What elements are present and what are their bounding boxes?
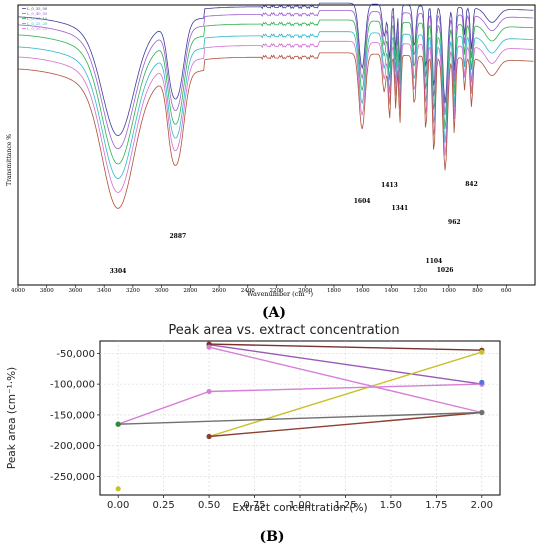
ftir-curves (18, 2, 534, 209)
ftir-x-axis-label: Wavenumber (cm⁻¹) (247, 290, 314, 298)
ftir-y-axis-label: Transmittance % (6, 134, 13, 186)
ftir-plot-frame (17, 4, 536, 286)
ftir-spectrum-line (18, 52, 534, 209)
ftir-x-tick-label: 800 (472, 288, 483, 294)
ftir-peak-label: 842 (465, 181, 478, 188)
peak-series-line (209, 343, 482, 351)
peak-x-tick-label: 1.50 (380, 500, 402, 511)
ftir-legend-entry: L_0_30_25 (27, 26, 48, 31)
ftir-peak-labels: 3304 2887 1604 1413 1341 1104 1026 962 842 (110, 181, 478, 275)
peak-x-ticks: 0.00 0.25 0.50 0.75 1.00 1.25 1.50 1.75 2.00 (107, 495, 493, 511)
peak-x-tick-label: 1.75 (425, 500, 447, 511)
peak-y-axis-label: Peak area (cm⁻¹·%) (6, 367, 18, 469)
ftir-x-tick-label: 2600 (212, 288, 226, 294)
peak-y-tick-label: -50,000 (56, 349, 95, 360)
ftir-peak-label: 1604 (354, 198, 371, 205)
peak-data-point (206, 433, 212, 440)
peak-data-point (479, 409, 485, 416)
ftir-spectrum-line (18, 40, 534, 193)
ftir-x-tick-label: 2000 (298, 288, 312, 294)
peak-x-tick-label: 1.25 (334, 500, 356, 511)
ftir-spectrum-line (18, 19, 534, 165)
peak-series (115, 341, 485, 492)
ftir-x-tick-label: 2800 (183, 288, 197, 294)
ftir-peak-label: 3304 (110, 268, 127, 275)
peak-series-line (208, 346, 482, 414)
peak-y-ticks: -50,000 -100,000 -150,000 -200,000 -250,000 (50, 349, 100, 483)
peak-y-tick-label: -100,000 (50, 380, 95, 391)
peak-area-panel: Peak area vs. extract concentration 0.00… (6, 323, 501, 514)
ftir-spectrum-line (18, 31, 534, 179)
peak-data-point (206, 344, 212, 350)
ftir-legend-entry: L_0_35_00 (27, 6, 48, 11)
ftir-x-tick-label: 3400 (97, 288, 111, 294)
ftir-x-tick-label: 1200 (413, 288, 427, 294)
ftir-spectra-panel: Transmittance % L_0_35_00L_0_40_05L_0_35… (6, 2, 536, 298)
ftir-x-tick-label: 1600 (356, 288, 370, 294)
peak-x-tick-label: 2.00 (471, 500, 493, 511)
ftir-peak-label: 1413 (381, 182, 398, 189)
peak-data-point (206, 388, 212, 395)
ftir-x-tick-label: 1000 (442, 288, 456, 294)
peak-data-point (115, 421, 121, 427)
peak-x-tick-label: 1.00 (289, 500, 311, 511)
ftir-x-tick-label: 1400 (384, 288, 398, 294)
peak-x-tick-label: 0.25 (153, 500, 175, 511)
ftir-peak-label: 2887 (169, 233, 186, 240)
ftir-x-ticks: 4000 3800 3600 3400 3200 3000 2800 2600 2400 2200… (11, 285, 512, 294)
peak-y-tick-label: -200,000 (50, 441, 95, 452)
panel-a-label: (A) (262, 305, 286, 321)
peak-series-line (118, 411, 482, 425)
ftir-legend-entry: L_0_40_05 (27, 11, 48, 16)
ftir-peak-label: 1341 (392, 205, 409, 212)
peak-x-tick-label: 0.75 (243, 500, 265, 511)
peak-chart-title: Peak area vs. extract concentration (168, 323, 399, 338)
ftir-x-tick-label: 3000 (155, 288, 169, 294)
peak-x-tick-label: 0.50 (198, 500, 220, 511)
ftir-peak-label: 1026 (437, 267, 454, 274)
ftir-peak-label: 1104 (426, 258, 443, 265)
ftir-x-tick-label: 2200 (270, 288, 284, 294)
ftir-peak-label: 962 (448, 219, 461, 226)
ftir-x-tick-label: 3600 (68, 288, 82, 294)
ftir-legend: L_0_35_00L_0_40_05L_0_35_10L_0_25_20L_0_… (22, 6, 48, 31)
peak-data-point (115, 486, 121, 492)
ftir-x-tick-label: 600 (501, 288, 512, 294)
peak-y-tick-label: -250,000 (50, 472, 95, 483)
ftir-spectrum-line (18, 10, 534, 150)
peak-data-point (479, 349, 485, 355)
peak-y-tick-label: -150,000 (50, 410, 95, 421)
ftir-legend-entry: L_0_35_10 (27, 16, 48, 21)
panel-b-label: (B) (259, 529, 284, 545)
peak-series-line (209, 411, 482, 438)
peak-series-line (208, 344, 482, 385)
peak-x-axis-label: Extract concentration (%) (232, 502, 367, 514)
peak-series-line (208, 351, 483, 438)
peak-data-point (479, 379, 485, 385)
peak-x-tick-label: 0.00 (107, 500, 129, 511)
ftir-x-tick-label: 3200 (126, 288, 140, 294)
peak-grid (100, 341, 500, 495)
ftir-x-tick-label: 2400 (241, 288, 255, 294)
ftir-x-tick-label: 3800 (40, 288, 54, 294)
ftir-legend-entry: L_0_25_20 (27, 21, 48, 26)
ftir-x-tick-label: 1800 (327, 288, 341, 294)
ftir-x-tick-label: 4000 (11, 288, 25, 294)
